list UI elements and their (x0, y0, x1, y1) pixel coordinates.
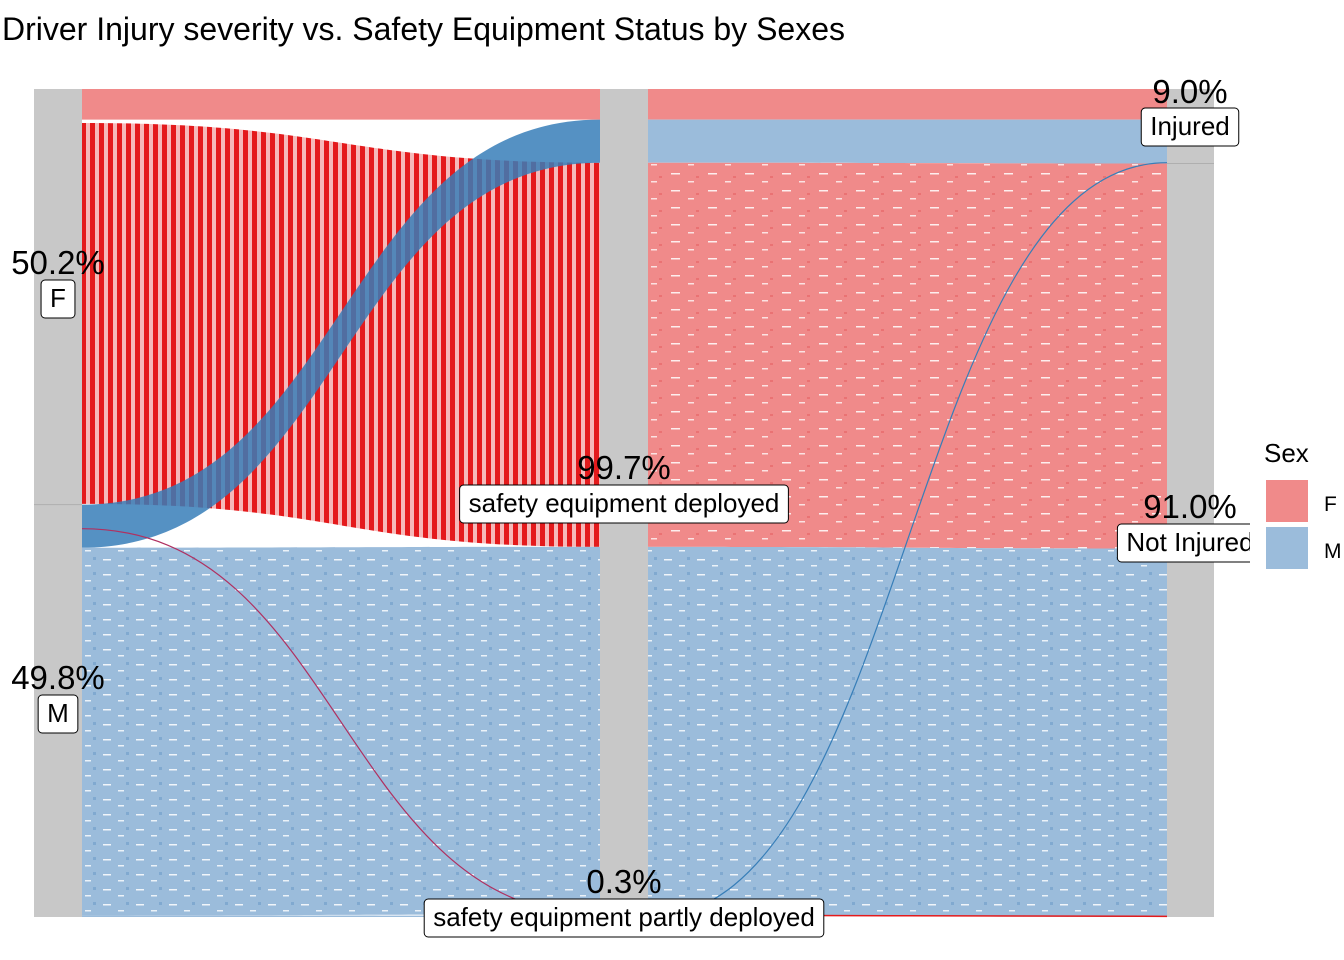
stratum-injured-box (1140, 107, 1240, 147)
stratum-deployed-percent: 99.7% (577, 449, 671, 486)
stratum-m-percent: 49.8% (11, 659, 105, 696)
legend: Sex F M (1264, 438, 1342, 569)
stratum-column-1 (34, 89, 82, 917)
flow-m-deployed-not-injured (82, 546, 600, 916)
stratum-column-3 (1167, 89, 1214, 917)
stratum-injured-name: Injured (1150, 111, 1230, 141)
stratum-not-injured-box (1116, 523, 1250, 563)
stratum-not-injured-percent: 91.0% (1143, 488, 1237, 525)
flow-f-not-injured (648, 162, 1167, 549)
legend-swatch-f (1266, 480, 1308, 522)
stratum-partly-deployed-name: safety equipment partly deployed (433, 902, 815, 932)
stratum-m-box (37, 694, 79, 734)
stratum-partly-deployed-percent: 0.3% (586, 863, 661, 900)
stratum-f-name: F (50, 283, 66, 313)
stratum-not-injured-name: Not Injured (1126, 527, 1253, 557)
stratum-f-box (40, 279, 76, 319)
flow-m-injured (648, 119, 1167, 164)
stratum-deployed-label: safety equipment deployed (459, 484, 789, 524)
stratum-f-label: F (40, 279, 76, 319)
flow-f-injured (648, 89, 1167, 120)
legend-swatch-m (1266, 527, 1308, 569)
flows (81, 89, 1168, 919)
stratum-deployed-name: safety equipment deployed (469, 488, 780, 518)
flow-partly-m-injured (647, 162, 1168, 919)
legend-label-f: F (1324, 493, 1337, 516)
flow-m-deployed-injured (82, 119, 600, 548)
stratum-f-percent: 50.2% (11, 244, 105, 281)
chart-title: Driver Injury severity vs. Safety Equipm… (2, 11, 845, 47)
stratum-m-name: M (47, 698, 69, 728)
stratum-partly-deployed-box (423, 898, 825, 938)
stratum-not-injured-label: Not Injured (1116, 523, 1253, 563)
legend-label-m: M (1324, 540, 1342, 563)
stratum-partly-deployed-label: safety equipment partly deployed (423, 898, 825, 938)
flow-m-not-injured (648, 546, 1167, 917)
legend-title: Sex (1264, 438, 1309, 468)
flow-f-partly (81, 528, 601, 916)
stratum-deployed-box (459, 484, 789, 524)
stratum-injured-percent: 9.0% (1152, 73, 1227, 110)
stratum-injured-label: Injured (1140, 107, 1240, 147)
stratum-m-label: M (37, 694, 79, 734)
flow-f-deployed-injured (82, 89, 600, 120)
stratum-labels: 50.2%F 49.8%M 99.7%safety equipment deploy… (11, 73, 1253, 938)
